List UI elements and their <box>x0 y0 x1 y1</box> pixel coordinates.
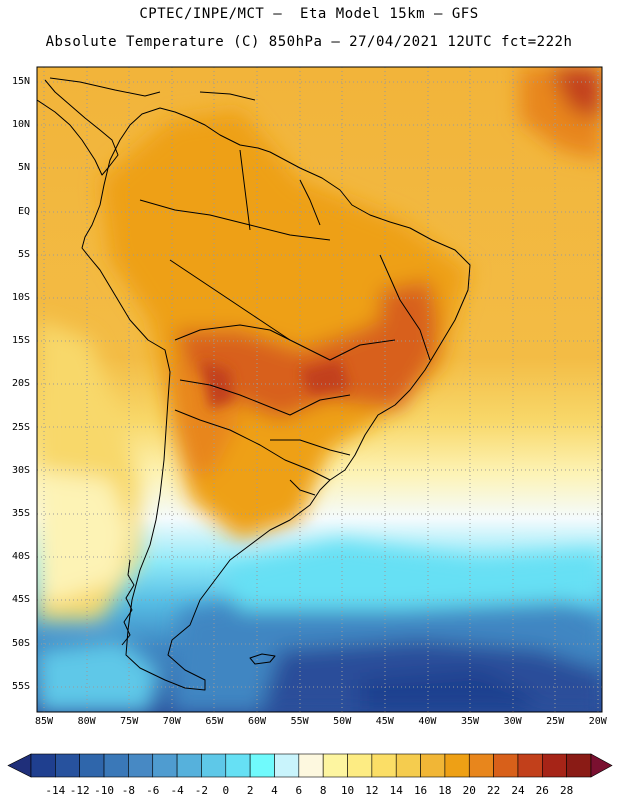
colorbar-swatch <box>103 753 129 778</box>
latitude-label: 40S <box>11 551 30 563</box>
colorbar-label: 4 <box>271 784 278 797</box>
latitude-label: 15N <box>11 76 30 87</box>
latitude-label: 25S <box>11 421 30 433</box>
colorbar-swatch <box>371 753 397 778</box>
colorbar-label: -2 <box>194 784 209 797</box>
colorbar-label: 18 <box>438 784 452 797</box>
latitude-label: 35S <box>11 508 30 519</box>
latitude-label: 30S <box>11 464 30 476</box>
coastlines <box>37 77 471 691</box>
colorbar-swatch <box>176 753 202 778</box>
colorbar-swatch <box>128 753 154 778</box>
colorbar-label: -12 <box>69 784 90 797</box>
latitude-label: 55S <box>11 680 30 692</box>
colorbar-swatch <box>420 753 446 778</box>
latitude-label: 10S <box>11 292 30 303</box>
longitude-label: 85W <box>34 716 54 727</box>
longitude-label: 50W <box>333 716 352 727</box>
longitude-label: 25W <box>546 716 565 727</box>
colorbar-label: 6 <box>295 784 303 797</box>
latitude-label: 20S <box>11 378 30 390</box>
colorbar-swatch <box>225 753 251 778</box>
map-title: CPTEC/INPE/MCT – Eta Model 15km – GFS <box>139 6 479 22</box>
latitude-label: 5N <box>17 162 30 174</box>
colorbar-label: 2 <box>246 784 254 797</box>
longitude-label: 60W <box>247 716 267 727</box>
colorbar-swatch <box>468 753 494 778</box>
colorbar-swatch <box>395 753 421 778</box>
colorbar-swatch <box>79 753 105 778</box>
longitude-label: 30W <box>503 716 522 727</box>
longitude-label: 55W <box>290 716 309 727</box>
colorbar-label: 20 <box>462 784 476 797</box>
map-frame <box>36 66 603 713</box>
colorbar-label: -14 <box>45 784 66 797</box>
colorbar <box>7 753 613 778</box>
longitude-label: 45W <box>375 716 394 727</box>
colorbar-label: 0 <box>222 784 230 797</box>
colorbar-swatch <box>322 753 348 778</box>
longitude-label: 40W <box>418 716 437 727</box>
latitude-label: 5S <box>17 248 30 260</box>
colorbar-swatch <box>444 753 470 778</box>
colorbar-label: 26 <box>535 784 549 797</box>
longitude-label: 65W <box>205 716 224 727</box>
latitude-label: 10N <box>11 119 30 131</box>
colorbar-label: 14 <box>389 784 403 797</box>
colorbar-label: 12 <box>365 784 379 797</box>
colorbar-swatch <box>201 753 227 778</box>
longitude-label: 35W <box>460 716 480 727</box>
colorbar-label: 22 <box>486 784 501 797</box>
colorbar-label: 28 <box>560 784 574 797</box>
latitude-label: 50S <box>11 637 30 649</box>
colorbar-swatch <box>566 753 592 778</box>
colorbar-swatch <box>542 753 567 778</box>
latitude-label: EQ <box>17 205 30 217</box>
longitude-label: 70W <box>162 716 181 727</box>
colorbar-over-triangle <box>590 753 613 778</box>
colorbar-label: 10 <box>340 784 355 797</box>
colorbar-swatch <box>152 753 178 778</box>
colorbar-swatch <box>274 753 300 778</box>
colorbar-swatch <box>30 753 56 778</box>
colorbar-label: 8 <box>319 784 327 797</box>
longitude-label: 75W <box>120 716 139 727</box>
colorbar-label: 16 <box>413 784 428 797</box>
colorbar-swatch <box>298 753 324 778</box>
map-subtitle: Absolute Temperature (C) 850hPa – 27/04/… <box>45 34 573 50</box>
colorbar-label: -8 <box>121 784 136 797</box>
colorbar-label: -6 <box>146 784 160 797</box>
colorbar-swatch <box>517 753 543 778</box>
colorbar-under-triangle <box>7 753 32 778</box>
longitude-label: 20W <box>588 716 607 727</box>
colorbar-label: -4 <box>170 784 184 797</box>
colorbar-swatch <box>249 753 275 778</box>
colorbar-swatch <box>55 753 80 778</box>
temperature-field <box>37 67 602 712</box>
longitude-label: 80W <box>77 716 96 727</box>
latitude-label: 45S <box>11 594 30 606</box>
colorbar-swatch <box>347 753 373 778</box>
colorbar-swatch <box>493 753 519 778</box>
colorbar-label: -10 <box>94 784 114 797</box>
latitude-label: 15S <box>11 335 30 347</box>
colorbar-label: 24 <box>511 784 525 797</box>
